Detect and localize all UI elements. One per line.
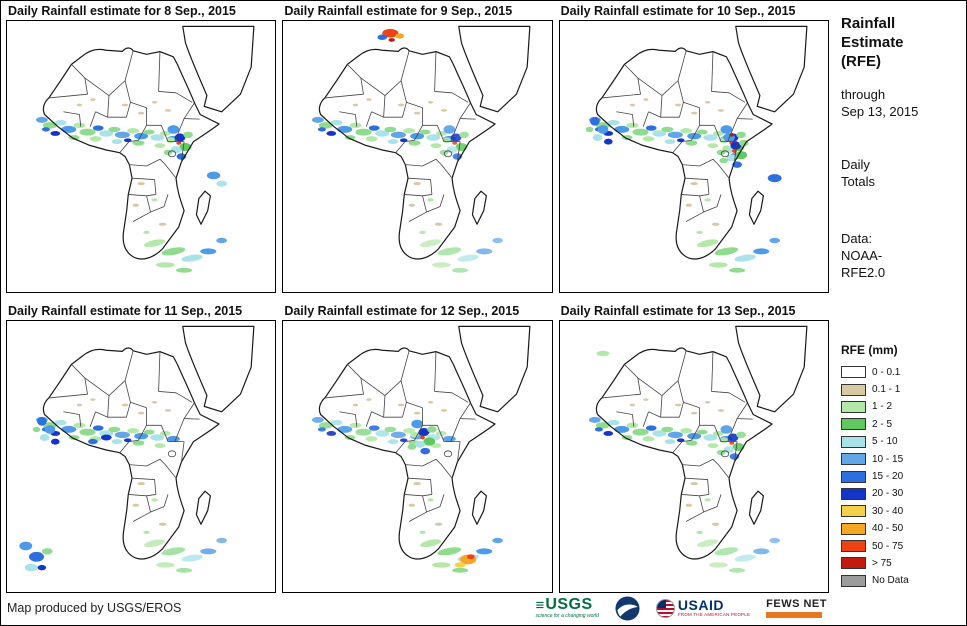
usgs-tagline: science for a changing world <box>535 613 599 619</box>
legend-swatch <box>841 557 866 570</box>
rainfall-map-9sep <box>282 20 553 293</box>
legend-row: 5 - 10 <box>841 433 962 450</box>
rainfall-map-10sep <box>558 20 829 293</box>
legend-swatch <box>841 453 866 466</box>
legend-row: No Data <box>841 572 962 589</box>
sidebar-through-block: through Sep 13, 2015 <box>841 87 962 121</box>
rainfall-map-12sep <box>282 320 553 593</box>
usaid-logo: USAID FROM THE AMERICAN PEOPLE <box>655 597 751 618</box>
map-panel-10sep: Daily Rainfall estimate for 10 Sep., 201… <box>558 3 829 293</box>
legend-swatch <box>841 418 866 431</box>
usaid-wordmark: USAID <box>677 597 724 614</box>
legend-row: 0.1 - 1 <box>841 381 962 398</box>
rainfall-map-13sep <box>558 320 829 593</box>
sidebar: Rainfall Estimate (RFE) through Sep 13, … <box>831 1 966 625</box>
legend-row: 0 - 0.1 <box>841 363 962 380</box>
map-title: Daily Rainfall estimate for 10 Sep., 201… <box>560 4 796 18</box>
legend-label: 50 - 75 <box>872 540 904 552</box>
usgs-bars-icon: ≡ <box>535 596 545 614</box>
maps-area: Daily Rainfall estimate for 8 Sep., 2015… <box>1 1 831 625</box>
legend-label: 5 - 10 <box>872 436 898 448</box>
sidebar-data-block: Data: NOAA- RFE2.0 <box>841 231 962 282</box>
legend: 0 - 0.1 0.1 - 1 1 - 2 2 - 5 5 - 10 10 - … <box>841 363 962 589</box>
legend-swatch <box>841 487 866 500</box>
legend-label: 1 - 2 <box>872 401 893 413</box>
footer: Map produced by USGS/EROS ≡ USGS science… <box>1 593 831 625</box>
legend-label: > 75 <box>872 557 892 569</box>
legend-row: 2 - 5 <box>841 416 962 433</box>
data-source-1: NOAA- <box>841 247 883 263</box>
legend-row: 10 - 15 <box>841 450 962 467</box>
map-title: Daily Rainfall estimate for 9 Sep., 2015 <box>284 4 513 18</box>
legend-swatch <box>841 574 866 587</box>
legend-swatch <box>841 522 866 535</box>
usgs-wordmark: USGS <box>545 596 593 613</box>
legend-row: 30 - 40 <box>841 503 962 520</box>
map-panel-11sep: Daily Rainfall estimate for 11 Sep., 201… <box>6 303 277 593</box>
maps-grid: Daily Rainfall estimate for 8 Sep., 2015… <box>1 1 831 593</box>
period-line-1: Daily <box>841 157 870 173</box>
sidebar-period-block: Daily Totals <box>841 157 962 191</box>
legend-label: 10 - 15 <box>872 453 904 465</box>
usgs-logo: ≡ USGS science for a changing world <box>536 597 599 619</box>
legend-label: 15 - 20 <box>872 471 904 483</box>
map-title: Daily Rainfall estimate for 11 Sep., 201… <box>8 304 243 318</box>
legend-label: 30 - 40 <box>872 505 904 517</box>
credit-text: Map produced by USGS/EROS <box>7 601 182 615</box>
legend-label: 2 - 5 <box>872 418 893 430</box>
fewsnet-wordmark: FEWS NET <box>766 597 827 610</box>
legend-label: 20 - 30 <box>872 488 904 500</box>
legend-label: 0.1 - 1 <box>872 384 901 396</box>
map-panel-9sep: Daily Rainfall estimate for 9 Sep., 2015 <box>282 3 553 293</box>
legend-row: 50 - 75 <box>841 537 962 554</box>
rainfall-map-11sep <box>6 320 277 593</box>
legend-label: 0 - 0.1 <box>872 366 901 378</box>
legend-row: 1 - 2 <box>841 398 962 415</box>
legend-swatch <box>841 540 866 553</box>
legend-swatch <box>841 366 866 379</box>
data-label: Data: <box>841 230 873 246</box>
noaa-logo <box>615 595 640 621</box>
legend-row: 40 - 50 <box>841 520 962 537</box>
usaid-tagline: FROM THE AMERICAN PEOPLE <box>677 612 751 618</box>
legend-label: 40 - 50 <box>872 523 904 535</box>
map-title: Daily Rainfall estimate for 13 Sep., 201… <box>560 304 796 318</box>
fewsnet-logo: FEWS NET <box>766 597 827 618</box>
map-panel-12sep: Daily Rainfall estimate for 12 Sep., 201… <box>282 303 553 593</box>
sidebar-title: Rainfall Estimate (RFE) <box>841 15 904 70</box>
legend-row: 15 - 20 <box>841 468 962 485</box>
period-line-2: Totals <box>841 173 875 189</box>
legend-swatch <box>841 505 866 518</box>
map-title: Daily Rainfall estimate for 12 Sep., 201… <box>284 304 520 318</box>
legend-swatch <box>841 470 866 483</box>
noaa-emblem-icon <box>615 595 640 621</box>
through-label: through <box>841 87 886 103</box>
legend-row: > 75 <box>841 555 962 572</box>
legend-title: RFE (mm) <box>841 343 898 358</box>
rainfall-map-8sep <box>6 20 277 293</box>
usaid-flag-icon <box>655 598 675 618</box>
logo-strip: ≡ USGS science for a changing world USAI… <box>536 595 827 621</box>
legend-swatch <box>841 383 866 396</box>
legend-swatch <box>841 435 866 448</box>
data-source-2: RFE2.0 <box>841 264 886 280</box>
map-panel-8sep: Daily Rainfall estimate for 8 Sep., 2015 <box>6 3 277 293</box>
legend-label: No Data <box>872 575 909 587</box>
map-title: Daily Rainfall estimate for 8 Sep., 2015 <box>8 4 236 18</box>
fewsnet-bar <box>766 611 823 618</box>
through-date: Sep 13, 2015 <box>841 104 919 120</box>
legend-swatch <box>841 400 866 413</box>
legend-row: 20 - 30 <box>841 485 962 502</box>
map-panel-13sep: Daily Rainfall estimate for 13 Sep., 201… <box>558 303 829 593</box>
